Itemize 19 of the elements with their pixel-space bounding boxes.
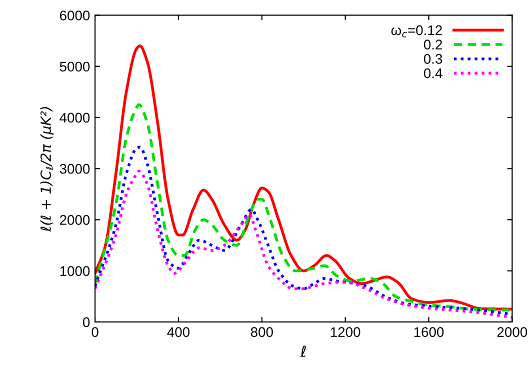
y-tick-label: 0	[83, 317, 90, 328]
y-tick-label: 2000	[60, 215, 90, 225]
y-tick-label: 1000	[60, 266, 90, 276]
x-tick-label: 800	[250, 327, 273, 338]
y-tick-label: 6000	[60, 10, 90, 20]
x-tick-label: 400	[167, 327, 190, 338]
y-tick-label: 3000	[60, 164, 90, 174]
x-axis-title: ℓ	[300, 346, 306, 358]
y-tick-label: 5000	[60, 62, 90, 72]
legend-label: ω$_{c}$=0.12	[391, 25, 442, 38]
legend-label: 0.2	[424, 40, 442, 50]
y-axis-title: ℓ(ℓ + 1)C$_{ℓ}$/2π (μK²)	[40, 107, 54, 232]
y-tick-label: 4000	[60, 112, 90, 123]
legend-label: 0.3	[424, 54, 442, 64]
x-tick-label: 0	[92, 327, 98, 338]
legend-label: 0.4	[424, 68, 442, 78]
x-tick-label: 2000	[497, 327, 528, 338]
x-tick-label: 1200	[330, 327, 360, 338]
x-tick-label: 1600	[414, 327, 444, 338]
